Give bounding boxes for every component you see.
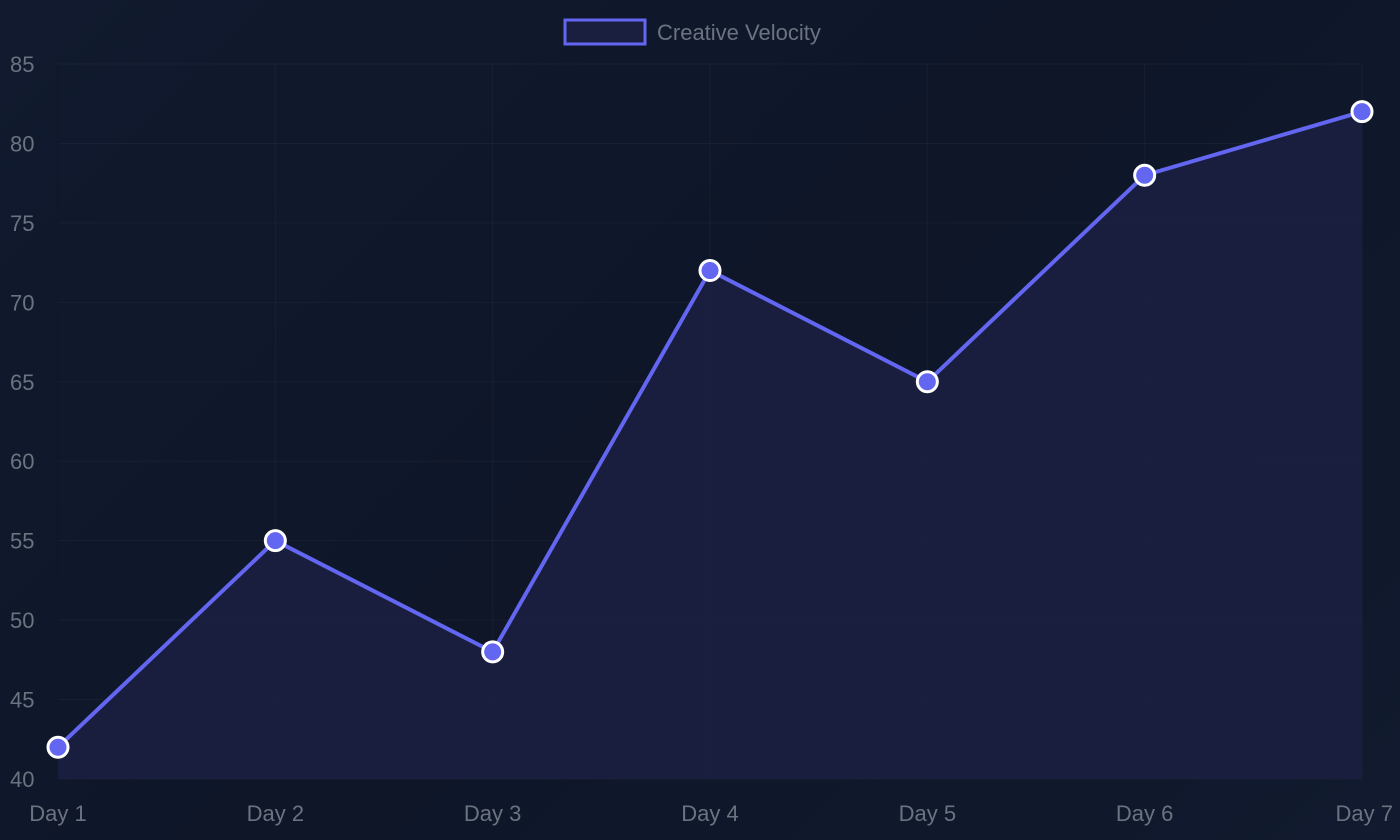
legend[interactable]: Creative Velocity [563,18,821,46]
data-point[interactable] [915,370,939,394]
y-tick-label: 80 [10,131,34,156]
legend-swatch[interactable] [563,18,647,46]
x-tick-label: Day 7 [1336,801,1393,826]
data-point[interactable] [46,735,70,759]
y-tick-label: 70 [10,290,34,315]
y-axis-ticks: 85 80 75 70 65 60 55 50 45 40 [10,52,34,792]
data-point[interactable] [481,640,505,664]
x-tick-label: Day 2 [247,801,304,826]
legend-label[interactable]: Creative Velocity [657,20,821,45]
y-tick-label: 60 [10,449,34,474]
x-tick-label: Day 3 [464,801,521,826]
x-tick-label: Day 4 [681,801,738,826]
x-tick-label: Day 6 [1116,801,1173,826]
grid-lines [57,64,59,779]
x-tick-label: Day 1 [29,801,86,826]
y-tick-label: 50 [10,608,34,633]
data-point[interactable] [698,259,722,283]
y-tick-label: 55 [10,529,34,554]
data-point[interactable] [1133,163,1157,187]
y-tick-label: 85 [10,52,34,77]
y-tick-label: 65 [10,370,34,395]
y-tick-label: 40 [10,767,34,792]
x-tick-label: Day 5 [899,801,956,826]
data-points-layer [46,100,1374,759]
data-point[interactable] [263,529,287,553]
data-point[interactable] [1350,100,1374,124]
x-axis-ticks: Day 1 Day 2 Day 3 Day 4 Day 5 Day 6 Day 7 [29,801,1393,826]
y-tick-label: 75 [10,211,34,236]
y-tick-label: 45 [10,688,34,713]
